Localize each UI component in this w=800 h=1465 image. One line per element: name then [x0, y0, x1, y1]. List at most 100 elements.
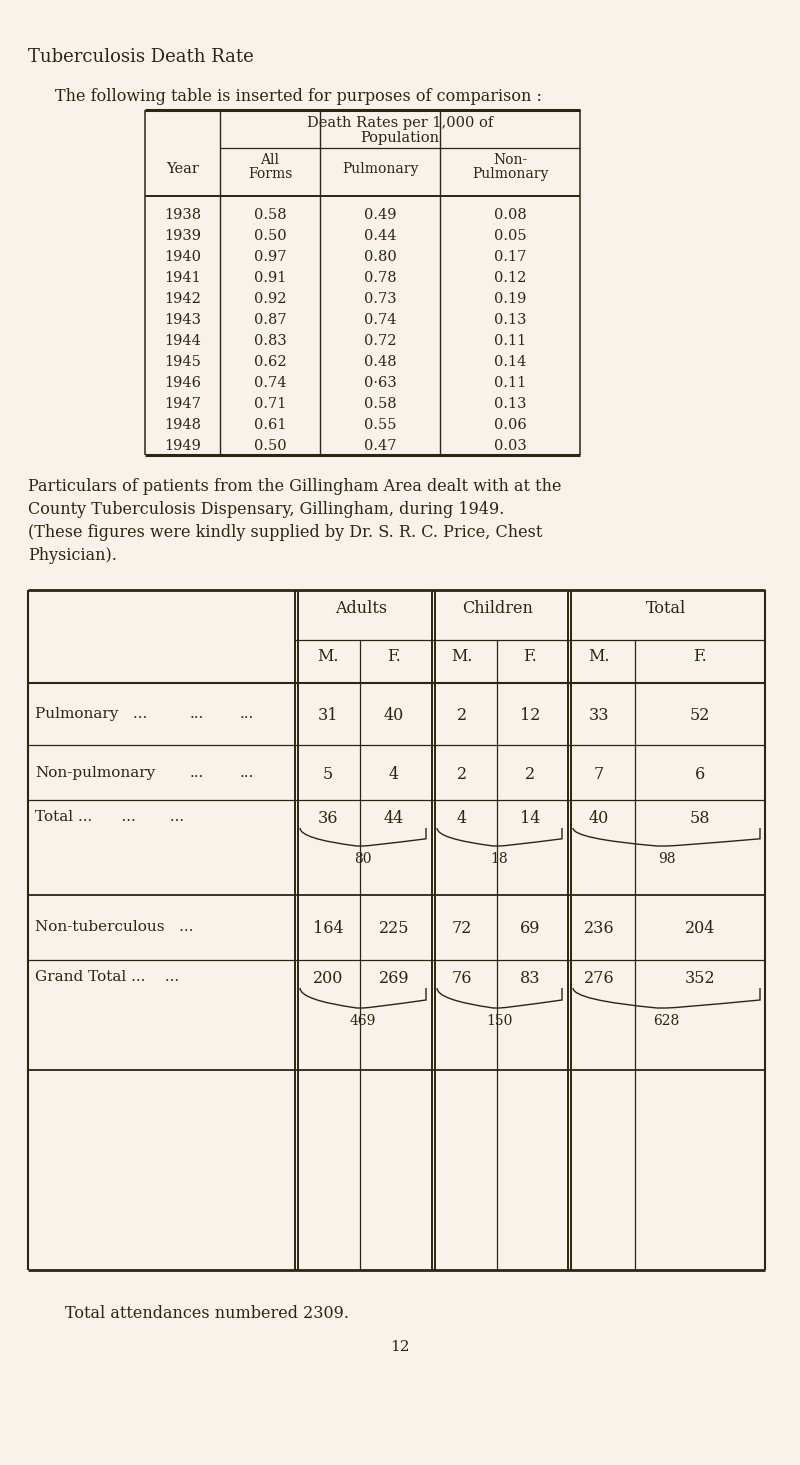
Text: 0.97: 0.97 — [254, 249, 286, 264]
Text: Total ...      ...       ...: Total ... ... ... — [35, 810, 184, 823]
Text: Physician).: Physician). — [28, 546, 117, 564]
Text: 33: 33 — [589, 706, 610, 724]
Text: 236: 236 — [584, 920, 614, 936]
Text: (These figures were kindly supplied by Dr. S. R. C. Price, Chest: (These figures were kindly supplied by D… — [28, 524, 542, 541]
Text: 2: 2 — [525, 766, 535, 782]
Text: 1946: 1946 — [164, 375, 201, 390]
Text: Death Rates per 1,000 of: Death Rates per 1,000 of — [307, 116, 493, 130]
Text: 0.58: 0.58 — [364, 397, 396, 410]
Text: 0.74: 0.74 — [254, 375, 286, 390]
Text: 69: 69 — [520, 920, 540, 936]
Text: 0.12: 0.12 — [494, 271, 526, 284]
Text: 0.05: 0.05 — [494, 229, 526, 243]
Text: 164: 164 — [313, 920, 343, 936]
Text: 0.11: 0.11 — [494, 375, 526, 390]
Text: 5: 5 — [323, 766, 333, 782]
Text: 0.14: 0.14 — [494, 355, 526, 369]
Text: All: All — [261, 152, 279, 167]
Text: 31: 31 — [318, 706, 338, 724]
Text: 40: 40 — [384, 706, 404, 724]
Text: F.: F. — [523, 648, 537, 665]
Text: 36: 36 — [318, 810, 338, 828]
Text: Pulmonary: Pulmonary — [342, 163, 418, 176]
Text: 6: 6 — [695, 766, 705, 782]
Text: Children: Children — [462, 601, 534, 617]
Text: 18: 18 — [490, 853, 508, 866]
Text: 225: 225 — [378, 920, 410, 936]
Text: 1941: 1941 — [164, 271, 201, 284]
Text: 1943: 1943 — [164, 312, 201, 327]
Text: Pulmonary   ...: Pulmonary ... — [35, 706, 147, 721]
Text: 80: 80 — [354, 853, 372, 866]
Text: 0.58: 0.58 — [254, 208, 286, 221]
Text: 14: 14 — [520, 810, 540, 828]
Text: ...: ... — [240, 766, 254, 779]
Text: M.: M. — [318, 648, 338, 665]
Text: Particulars of patients from the Gillingham Area dealt with at the: Particulars of patients from the Gilling… — [28, 478, 562, 495]
Text: 12: 12 — [520, 706, 540, 724]
Text: 0.74: 0.74 — [364, 312, 396, 327]
Text: M.: M. — [588, 648, 610, 665]
Text: 0.06: 0.06 — [494, 418, 526, 432]
Text: Year: Year — [166, 163, 199, 176]
Text: 0.91: 0.91 — [254, 271, 286, 284]
Text: 0.92: 0.92 — [254, 292, 286, 306]
Text: 200: 200 — [313, 970, 343, 987]
Text: 0.19: 0.19 — [494, 292, 526, 306]
Text: 83: 83 — [520, 970, 540, 987]
Text: 0.80: 0.80 — [364, 249, 396, 264]
Text: 58: 58 — [690, 810, 710, 828]
Text: 1939: 1939 — [164, 229, 201, 243]
Text: 204: 204 — [685, 920, 715, 936]
Text: Adults: Adults — [335, 601, 387, 617]
Text: 2: 2 — [457, 706, 467, 724]
Text: 0.73: 0.73 — [364, 292, 396, 306]
Text: 1938: 1938 — [164, 208, 201, 221]
Text: Non-tuberculous   ...: Non-tuberculous ... — [35, 920, 194, 933]
Text: 0.03: 0.03 — [494, 438, 526, 453]
Text: 0.55: 0.55 — [364, 418, 396, 432]
Text: 0.87: 0.87 — [254, 312, 286, 327]
Text: Total attendances numbered 2309.: Total attendances numbered 2309. — [65, 1305, 349, 1321]
Text: 12: 12 — [390, 1340, 410, 1354]
Text: Population: Population — [361, 130, 439, 145]
Text: ...: ... — [190, 766, 204, 779]
Text: Total: Total — [646, 601, 686, 617]
Text: 0.50: 0.50 — [254, 438, 286, 453]
Text: M.: M. — [451, 648, 473, 665]
Text: 352: 352 — [685, 970, 715, 987]
Text: 52: 52 — [690, 706, 710, 724]
Text: 0.50: 0.50 — [254, 229, 286, 243]
Text: 0.44: 0.44 — [364, 229, 396, 243]
Text: 1942: 1942 — [164, 292, 201, 306]
Text: 0.71: 0.71 — [254, 397, 286, 410]
Text: 1948: 1948 — [164, 418, 201, 432]
Text: Grand Total ...    ...: Grand Total ... ... — [35, 970, 179, 984]
Text: 4: 4 — [389, 766, 399, 782]
Text: 1944: 1944 — [164, 334, 201, 347]
Text: 269: 269 — [378, 970, 410, 987]
Text: 276: 276 — [584, 970, 614, 987]
Text: 0.48: 0.48 — [364, 355, 396, 369]
Text: ...: ... — [190, 706, 204, 721]
Text: Non-: Non- — [493, 152, 527, 167]
Text: F.: F. — [693, 648, 707, 665]
Text: 1949: 1949 — [164, 438, 201, 453]
Text: 40: 40 — [589, 810, 609, 828]
Text: 0.62: 0.62 — [254, 355, 286, 369]
Text: 98: 98 — [658, 853, 675, 866]
Text: 1945: 1945 — [164, 355, 201, 369]
Text: 0.47: 0.47 — [364, 438, 396, 453]
Text: 0.13: 0.13 — [494, 397, 526, 410]
Text: 628: 628 — [654, 1014, 680, 1028]
Text: Pulmonary: Pulmonary — [472, 167, 548, 182]
Text: Tuberculosis Death Rate: Tuberculosis Death Rate — [28, 48, 254, 66]
Text: 0.11: 0.11 — [494, 334, 526, 347]
Text: 4: 4 — [457, 810, 467, 828]
Text: 76: 76 — [452, 970, 472, 987]
Text: 0.17: 0.17 — [494, 249, 526, 264]
Text: County Tuberculosis Dispensary, Gillingham, during 1949.: County Tuberculosis Dispensary, Gillingh… — [28, 501, 504, 519]
Text: 469: 469 — [350, 1014, 376, 1028]
Text: 0.49: 0.49 — [364, 208, 396, 221]
Text: 0.78: 0.78 — [364, 271, 396, 284]
